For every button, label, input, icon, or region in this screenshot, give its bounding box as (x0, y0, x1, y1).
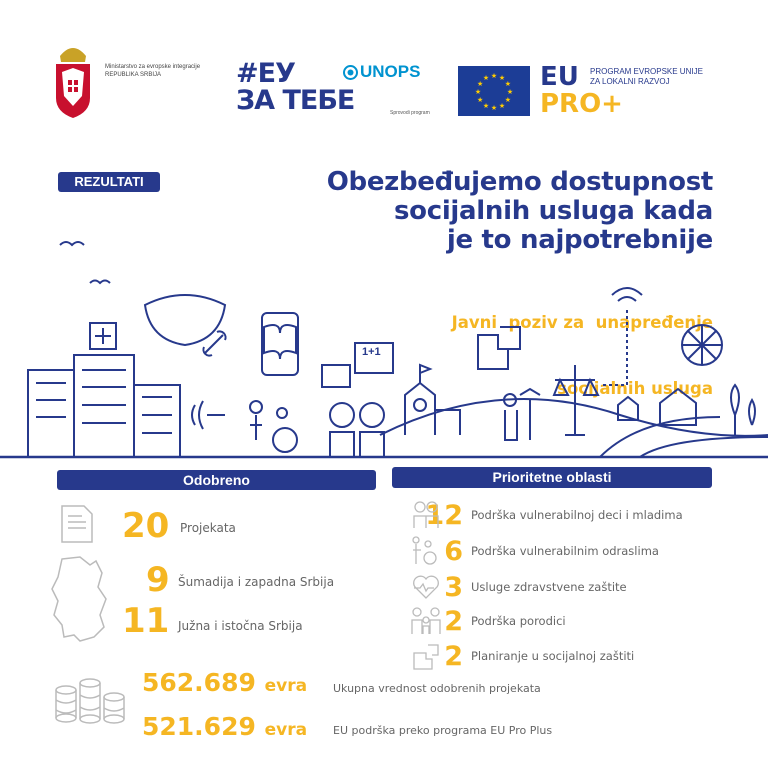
star-icon: ★ (483, 102, 489, 110)
mask-icon (143, 294, 227, 347)
title-line: je to najpotrebnije (446, 225, 713, 255)
priority-item: 2 Podrška porodici (405, 605, 725, 637)
city-illustration (0, 241, 768, 459)
wheelchair-icon (412, 536, 437, 565)
star-icon: ★ (483, 74, 489, 82)
priority-item: 2 Planiranje u socijalnoj zaštiti (405, 640, 725, 672)
eu-support-value: 521.629 evra (142, 712, 307, 741)
total-value: 562.689 evra (142, 668, 307, 697)
title-line: Obezbeđujemo dostupnost (326, 167, 714, 197)
bird-icon (59, 241, 85, 247)
projects-label: Projekata (180, 521, 236, 535)
approved-heading: Odobreno (57, 470, 376, 490)
children-icon (413, 501, 439, 528)
priority-count: 3 (444, 571, 463, 603)
star-icon: ★ (491, 72, 497, 80)
un-emblem-icon (343, 64, 358, 80)
eu-text: EU (540, 62, 579, 92)
priority-label: Podrška porodici (471, 614, 566, 628)
document-folder-icon (61, 505, 93, 543)
campaign-line2: ЗА ТЕБЕ (236, 85, 355, 116)
chat-bubble-icon (321, 364, 351, 388)
priority-count: 2 (444, 605, 463, 637)
wifi-icon (611, 287, 643, 302)
tablet-icon (261, 312, 299, 376)
implementer-label: Sprovodi program (390, 110, 430, 116)
star-icon: ★ (477, 80, 483, 88)
star-icon: ★ (477, 96, 483, 104)
amount-unit: evra (264, 720, 308, 740)
program-line1: PROGRAM EVROPSKE UNIJE (590, 67, 703, 76)
child-icon (359, 402, 385, 428)
star-icon: ★ (505, 96, 511, 104)
amount-value: 521.629 (142, 712, 256, 741)
family-icon (411, 607, 441, 634)
math-bubble (354, 342, 394, 374)
tree-icon (730, 383, 756, 435)
results-badge: REZULTATI (58, 172, 160, 192)
region-count: 9 (146, 560, 170, 600)
eu-za-tebe-logo: #ЕУ ЗА ТЕБЕ (236, 58, 355, 116)
priorities-heading: Prioritetne oblasti (392, 467, 712, 488)
priority-item: 6 Podrška vulnerabilnim odraslima (405, 535, 725, 567)
projects-count: 20 (122, 506, 170, 546)
star-icon: ★ (499, 74, 505, 82)
wheelchair-icon (272, 427, 298, 453)
star-icon: ★ (475, 88, 481, 96)
priority-label: Planiranje u socijalnoj zaštiti (471, 649, 635, 663)
subtitle-line: socijalnih usluga (557, 379, 713, 398)
unops-text: UNOPS (360, 62, 421, 81)
amount-unit: evra (264, 676, 308, 696)
campaign-line1: #ЕУ (236, 58, 296, 89)
person-icon (249, 400, 263, 414)
program-name: PROGRAM EVROPSKE UNIJE ZA LOKALNI RAZVOJ (590, 67, 703, 87)
ministry-line2: REPUBLIKA SRBIJA (105, 72, 162, 78)
priority-item: 12 Podrška vulnerabilnoj deci i mladima (405, 499, 725, 531)
hospital-icon (27, 322, 181, 458)
star-icon: ★ (507, 88, 513, 96)
region-label: Južna i istočna Srbija (178, 619, 303, 633)
priority-item: 3 Usluge zdravstvene zaštite (405, 571, 725, 603)
ministry-line1: Ministarstvo za evropske integracije (105, 64, 201, 70)
heart-icon (413, 575, 439, 599)
page-title: Obezbeđujemo dostupnost socijalnih uslug… (326, 167, 714, 255)
priority-label: Usluge zdravstvene zaštite (471, 580, 627, 594)
region-label: Šumadija i zapadna Srbija (178, 575, 335, 589)
star-icon: ★ (491, 104, 497, 112)
program-line2: ZA LOKALNI RAZVOJ (590, 77, 670, 86)
priority-count: 12 (425, 499, 463, 531)
puzzle-icon (413, 644, 439, 670)
sound-icon (191, 400, 225, 430)
serbia-coat-of-arms-icon (56, 48, 90, 118)
ministry-name: Ministarstvo za evropske integracije REP… (105, 63, 200, 79)
unops-logo: UNOPS (343, 62, 420, 82)
amount-label: EU podrška preko programa EU Pro Plus (333, 724, 553, 737)
priority-count: 6 (444, 535, 463, 567)
scales-icon (552, 365, 600, 436)
priority-count: 2 (444, 640, 463, 672)
child-icon (329, 402, 355, 428)
amount-value: 562.689 (142, 668, 256, 697)
pro-plus-text: PRO+ (540, 89, 623, 119)
link-icon (202, 330, 227, 357)
bird-icon (89, 279, 111, 285)
priority-label: Podrška vulnerabilnoj deci i mladima (471, 508, 683, 522)
amount-label: Ukupna vrednost odobrenih projekata (333, 682, 541, 695)
coins-icon (55, 678, 125, 724)
star-icon: ★ (499, 102, 505, 110)
star-icon: ★ (505, 80, 511, 88)
puzzle-icon (477, 326, 521, 370)
priority-label: Podrška vulnerabilnim odraslima (471, 544, 659, 558)
serbia-map-icon (51, 556, 107, 642)
region-count: 11 (122, 601, 170, 641)
title-line: socijalnih usluga kada (393, 196, 713, 226)
math-bubble-text: 1+1 (362, 346, 381, 358)
eu-flag-icon: ★★★★★★★★★ ★ ★★ (458, 66, 530, 116)
